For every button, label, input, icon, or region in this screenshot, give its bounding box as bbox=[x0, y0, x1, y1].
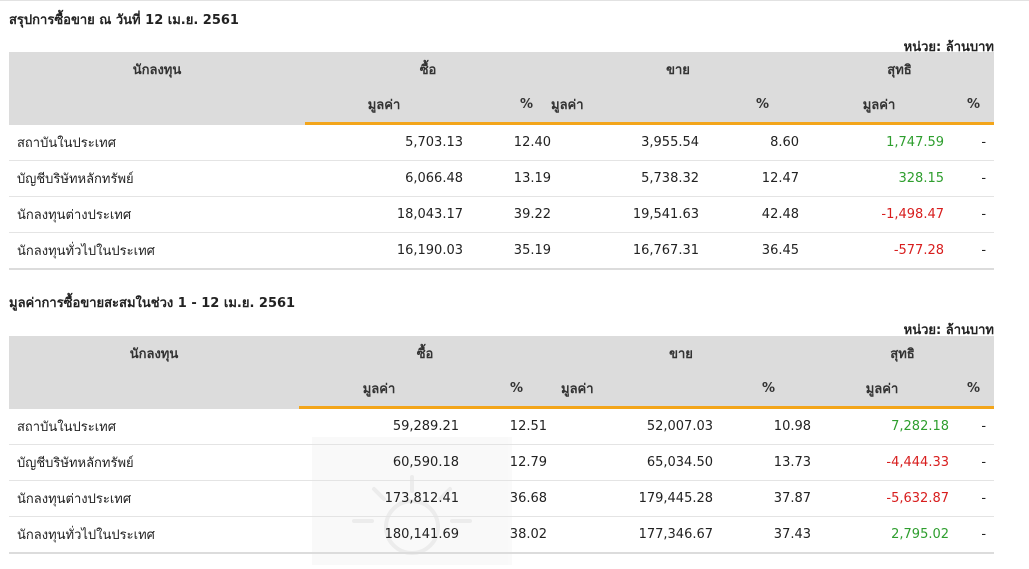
sell-percent-subheader: % bbox=[713, 87, 806, 125]
net-value-subheader: มูลค่า bbox=[805, 87, 954, 125]
section1-title: สรุปการซื้อขาย ณ วันที่ 12 เม.ย. 2561 bbox=[9, 13, 239, 28]
sell-value: 65,034.50 bbox=[551, 444, 714, 481]
sell-percent-subheader: % bbox=[713, 371, 812, 409]
investor-subheader-blank bbox=[9, 87, 305, 125]
sell-percent: 10.98 bbox=[713, 407, 812, 445]
net-percent-subheader: % bbox=[953, 371, 995, 409]
buy-percent: 39.22 bbox=[463, 196, 552, 233]
buy-value: 173,812.41 bbox=[299, 480, 459, 517]
table-row: นักลงทุนทั่วไปในประเทศ 16,190.03 35.19 1… bbox=[9, 232, 995, 270]
buy-value: 16,190.03 bbox=[305, 232, 463, 270]
investor-subheader-blank bbox=[9, 371, 299, 409]
buy-percent: 38.02 bbox=[459, 516, 552, 554]
table-row: นักลงทุนต่างประเทศ 18,043.17 39.22 19,54… bbox=[9, 196, 995, 233]
net-value: 7,282.18 bbox=[811, 407, 954, 445]
sell-value: 16,767.31 bbox=[551, 232, 714, 270]
sell-header: ขาย bbox=[551, 336, 812, 371]
table-row: นักลงทุนทั่วไปในประเทศ 180,141.69 38.02 … bbox=[9, 516, 995, 554]
buy-percent: 12.79 bbox=[459, 444, 552, 481]
buy-value: 5,703.13 bbox=[305, 123, 463, 161]
net-value-subheader: มูลค่า bbox=[811, 371, 954, 409]
top-divider bbox=[0, 0, 1029, 1]
buy-value: 59,289.21 bbox=[299, 407, 459, 445]
sell-header: ขาย bbox=[551, 52, 806, 87]
buy-header: ซื้อ bbox=[305, 52, 552, 87]
buy-percent: 12.40 bbox=[463, 123, 552, 161]
investor-name: นักลงทุนต่างประเทศ bbox=[9, 196, 305, 233]
section2-title: มูลค่าการซื้อขายสะสมในช่วง 1 - 12 เม.ย. … bbox=[9, 296, 296, 311]
net-percent: - bbox=[953, 196, 995, 233]
buy-percent-subheader: % bbox=[463, 87, 552, 125]
net-value: 2,795.02 bbox=[811, 516, 954, 554]
net-percent: - bbox=[953, 516, 995, 554]
section1-summary-table: นักลงทุน ซื้อ ขาย สุทธิ มูลค่า % มูลค่า … bbox=[9, 52, 995, 270]
section1-unit-label: หน่วย: ล้านบาท bbox=[903, 40, 994, 55]
investor-header: นักลงทุน bbox=[9, 336, 299, 371]
buy-value-subheader: มูลค่า bbox=[299, 371, 459, 409]
net-percent: - bbox=[953, 160, 995, 197]
investor-name: นักลงทุนทั่วไปในประเทศ bbox=[9, 516, 299, 554]
buy-percent: 35.19 bbox=[463, 232, 552, 270]
sell-percent: 36.45 bbox=[713, 232, 806, 270]
buy-percent: 36.68 bbox=[459, 480, 552, 517]
table-row: นักลงทุนต่างประเทศ 173,812.41 36.68 179,… bbox=[9, 480, 995, 517]
investor-name: นักลงทุนทั่วไปในประเทศ bbox=[9, 232, 305, 270]
sell-value-subheader: มูลค่า bbox=[551, 371, 714, 409]
table-row: สถาบันในประเทศ 5,703.13 12.40 3,955.54 8… bbox=[9, 123, 995, 161]
sell-percent: 42.48 bbox=[713, 196, 806, 233]
net-value: -4,444.33 bbox=[811, 444, 954, 481]
sell-value: 5,738.32 bbox=[551, 160, 714, 197]
sell-percent: 8.60 bbox=[713, 123, 806, 161]
investor-name: สถาบันในประเทศ bbox=[9, 123, 305, 161]
sell-value: 52,007.03 bbox=[551, 407, 714, 445]
sell-value: 177,346.67 bbox=[551, 516, 714, 554]
net-percent-subheader: % bbox=[953, 87, 995, 125]
net-value: 1,747.59 bbox=[805, 123, 954, 161]
buy-value: 60,590.18 bbox=[299, 444, 459, 481]
section2-cumulative-table: นักลงทุน ซื้อ ขาย สุทธิ มูลค่า % มูลค่า … bbox=[9, 336, 995, 554]
sell-value: 179,445.28 bbox=[551, 480, 714, 517]
net-percent: - bbox=[953, 444, 995, 481]
buy-percent-subheader: % bbox=[459, 371, 552, 409]
sell-value: 3,955.54 bbox=[551, 123, 714, 161]
net-value: -5,632.87 bbox=[811, 480, 954, 517]
table-row: สถาบันในประเทศ 59,289.21 12.51 52,007.03… bbox=[9, 407, 995, 445]
sell-value-subheader: มูลค่า bbox=[551, 87, 714, 125]
buy-percent: 13.19 bbox=[463, 160, 552, 197]
buy-value-subheader: มูลค่า bbox=[305, 87, 463, 125]
buy-percent: 12.51 bbox=[459, 407, 552, 445]
buy-header: ซื้อ bbox=[299, 336, 552, 371]
table-row: บัญชีบริษัทหลักทรัพย์ 60,590.18 12.79 65… bbox=[9, 444, 995, 481]
net-header: สุทธิ bbox=[805, 52, 995, 87]
investor-name: สถาบันในประเทศ bbox=[9, 407, 299, 445]
buy-value: 18,043.17 bbox=[305, 196, 463, 233]
net-percent: - bbox=[953, 123, 995, 161]
net-header: สุทธิ bbox=[811, 336, 995, 371]
table-row: บัญชีบริษัทหลักทรัพย์ 6,066.48 13.19 5,7… bbox=[9, 160, 995, 197]
net-percent: - bbox=[953, 480, 995, 517]
net-percent: - bbox=[953, 407, 995, 445]
net-percent: - bbox=[953, 232, 995, 270]
net-value: 328.15 bbox=[805, 160, 954, 197]
sell-percent: 13.73 bbox=[713, 444, 812, 481]
sell-percent: 12.47 bbox=[713, 160, 806, 197]
investor-name: บัญชีบริษัทหลักทรัพย์ bbox=[9, 444, 299, 481]
section2-unit-label: หน่วย: ล้านบาท bbox=[903, 323, 994, 338]
buy-value: 6,066.48 bbox=[305, 160, 463, 197]
investor-header: นักลงทุน bbox=[9, 52, 305, 87]
investor-name: บัญชีบริษัทหลักทรัพย์ bbox=[9, 160, 305, 197]
net-value: -1,498.47 bbox=[805, 196, 954, 233]
sell-percent: 37.87 bbox=[713, 480, 812, 517]
buy-value: 180,141.69 bbox=[299, 516, 459, 554]
investor-name: นักลงทุนต่างประเทศ bbox=[9, 480, 299, 517]
net-value: -577.28 bbox=[805, 232, 954, 270]
sell-value: 19,541.63 bbox=[551, 196, 714, 233]
sell-percent: 37.43 bbox=[713, 516, 812, 554]
